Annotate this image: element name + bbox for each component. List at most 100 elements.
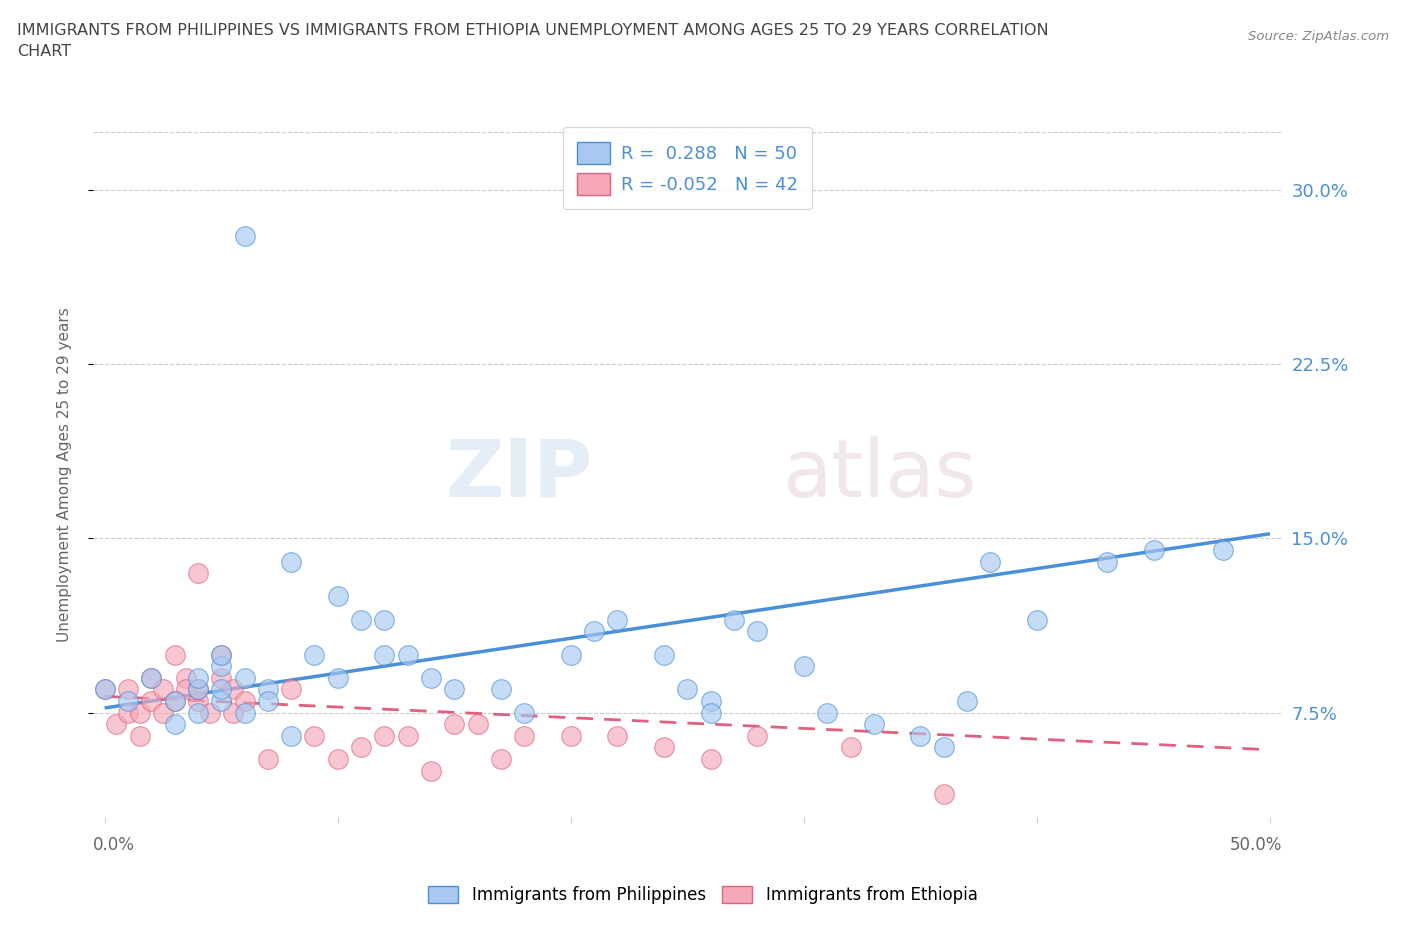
Point: [280, 682, 302, 697]
Point: [489, 751, 512, 766]
Point: [396, 728, 419, 743]
Point: [187, 671, 209, 685]
Point: [141, 694, 163, 709]
Point: [1026, 612, 1049, 627]
Point: [174, 682, 197, 697]
Point: [513, 728, 536, 743]
Point: [209, 647, 232, 662]
Point: [141, 671, 163, 685]
Text: IMMIGRANTS FROM PHILIPPINES VS IMMIGRANTS FROM ETHIOPIA UNEMPLOYMENT AMONG AGES : IMMIGRANTS FROM PHILIPPINES VS IMMIGRANT…: [17, 23, 1049, 60]
Point: [863, 717, 886, 732]
Point: [443, 717, 465, 732]
Point: [932, 787, 955, 802]
Point: [1095, 554, 1118, 569]
Point: [839, 740, 862, 755]
Point: [128, 728, 150, 743]
Point: [979, 554, 1001, 569]
Point: [699, 751, 721, 766]
Point: [652, 740, 675, 755]
Point: [723, 612, 745, 627]
Point: [467, 717, 489, 732]
Point: [396, 647, 419, 662]
Point: [373, 612, 395, 627]
Text: Source: ZipAtlas.com: Source: ZipAtlas.com: [1249, 30, 1389, 43]
Y-axis label: Unemployment Among Ages 25 to 29 years: Unemployment Among Ages 25 to 29 years: [58, 307, 72, 642]
Point: [256, 682, 278, 697]
Point: [233, 229, 256, 244]
Point: [209, 682, 232, 697]
Point: [187, 705, 209, 720]
Point: [233, 705, 256, 720]
Point: [652, 647, 675, 662]
Point: [560, 728, 582, 743]
Point: [141, 671, 163, 685]
Point: [209, 658, 232, 673]
Point: [233, 694, 256, 709]
Point: [350, 612, 373, 627]
Point: [128, 705, 150, 720]
Point: [163, 694, 186, 709]
Point: [560, 647, 582, 662]
Point: [304, 647, 326, 662]
Point: [420, 764, 443, 778]
Point: [350, 740, 373, 755]
Point: [256, 694, 278, 709]
Point: [583, 624, 606, 639]
Point: [233, 671, 256, 685]
Point: [152, 705, 174, 720]
Point: [304, 728, 326, 743]
Point: [815, 705, 838, 720]
Point: [209, 671, 232, 685]
Legend: R =  0.288   N = 50, R = -0.052   N = 42: R = 0.288 N = 50, R = -0.052 N = 42: [562, 127, 813, 209]
Point: [793, 658, 815, 673]
Point: [93, 682, 115, 697]
Point: [443, 682, 465, 697]
Point: [222, 705, 245, 720]
Text: atlas: atlas: [783, 435, 977, 513]
Point: [373, 728, 395, 743]
Point: [222, 682, 245, 697]
Point: [187, 682, 209, 697]
Point: [747, 728, 769, 743]
Point: [1142, 542, 1164, 557]
Point: [956, 694, 979, 709]
Point: [326, 589, 349, 604]
Point: [209, 694, 232, 709]
Point: [105, 717, 128, 732]
Point: [198, 705, 221, 720]
Point: [606, 612, 628, 627]
Point: [1212, 542, 1234, 557]
Point: [932, 740, 955, 755]
Point: [209, 647, 232, 662]
Text: 50.0%: 50.0%: [1229, 836, 1282, 854]
Point: [373, 647, 395, 662]
Point: [163, 694, 186, 709]
Point: [326, 751, 349, 766]
Point: [163, 717, 186, 732]
Point: [489, 682, 512, 697]
Point: [699, 705, 721, 720]
Point: [187, 694, 209, 709]
Point: [910, 728, 932, 743]
Point: [420, 671, 443, 685]
Point: [676, 682, 699, 697]
Point: [152, 682, 174, 697]
Text: 0.0%: 0.0%: [93, 836, 135, 854]
Point: [513, 705, 536, 720]
Point: [606, 728, 628, 743]
Point: [187, 565, 209, 580]
Point: [117, 682, 139, 697]
Point: [256, 751, 278, 766]
Point: [117, 694, 139, 709]
Text: ZIP: ZIP: [446, 435, 592, 513]
Point: [163, 647, 186, 662]
Point: [280, 728, 302, 743]
Point: [280, 554, 302, 569]
Point: [699, 694, 721, 709]
Point: [747, 624, 769, 639]
Point: [187, 682, 209, 697]
Point: [93, 682, 115, 697]
Legend: Immigrants from Philippines, Immigrants from Ethiopia: Immigrants from Philippines, Immigrants …: [422, 879, 984, 910]
Point: [117, 705, 139, 720]
Point: [326, 671, 349, 685]
